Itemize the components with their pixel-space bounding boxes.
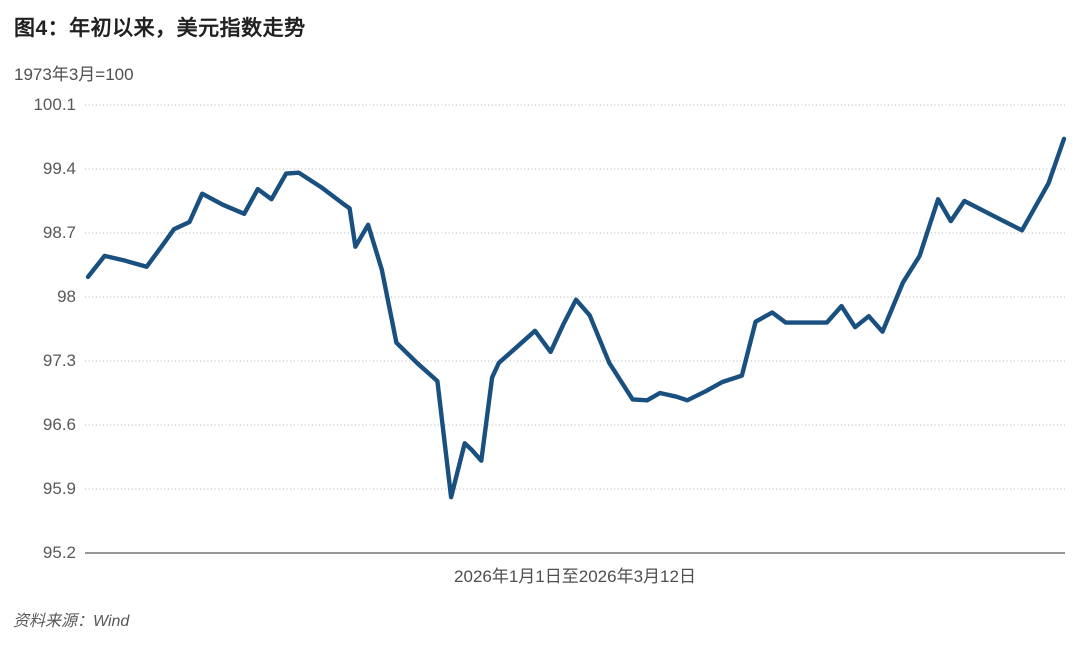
y-tick-label: 95.2	[42, 543, 76, 562]
y-tick-label: 100.1	[33, 95, 76, 114]
y-tick-label: 98	[57, 287, 76, 306]
source-note: 资料来源：Wind	[13, 613, 130, 630]
figure-title: 图4：年初以来，美元指数走势	[14, 17, 306, 40]
dollar-index-line	[85, 136, 1067, 500]
y-tick-label: 98.7	[42, 223, 76, 242]
y-tick-label: 99.4	[42, 159, 76, 178]
y-axis-unit-label: 1973年3月=100	[14, 65, 134, 84]
y-tick-label: 95.9	[42, 479, 76, 498]
y-tick-label: 96.6	[42, 415, 76, 434]
y-tick-label: 97.3	[42, 351, 76, 370]
x-axis-label: 2026年1月1日至2026年3月12日	[454, 567, 696, 586]
